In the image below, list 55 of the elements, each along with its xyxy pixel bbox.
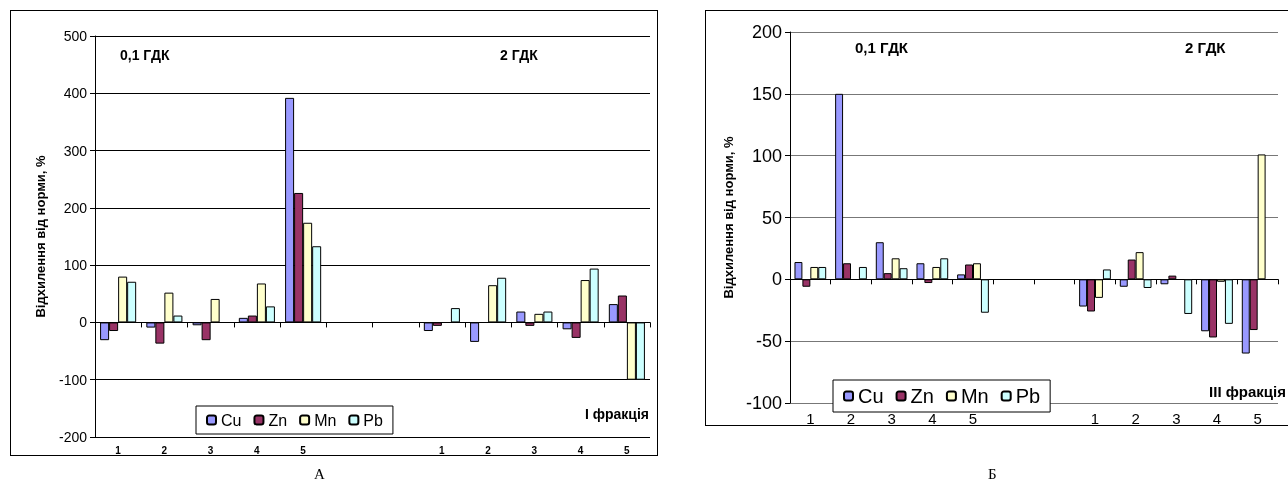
- annotation: ІІІ фракція: [1209, 383, 1286, 400]
- x-tick-label: 1: [439, 444, 446, 456]
- x-tick-label: 5: [624, 444, 631, 456]
- y-tick-label: 500: [63, 28, 88, 44]
- x-tick-label: 2: [846, 410, 856, 427]
- y-tick-label: 200: [751, 22, 782, 42]
- x-tick-label: 1: [806, 410, 815, 427]
- x-tick-label: 4: [1212, 410, 1222, 427]
- x-tick-label: 5: [300, 444, 307, 456]
- annotation: 0,1 ГДК: [855, 39, 909, 56]
- legend-label: Mn: [960, 385, 989, 407]
- legend-label: Cu: [858, 385, 884, 407]
- annotation: 2 ГДК: [1185, 39, 1227, 56]
- y-tick-label: -50: [755, 331, 782, 352]
- legend-label: Mn: [314, 411, 337, 429]
- annotation: 0,1 ГДК: [120, 47, 170, 63]
- y-tick-label: 50: [761, 207, 782, 228]
- y-tick-label: -100: [745, 393, 782, 413]
- x-tick-label: 3: [531, 444, 538, 456]
- y-tick-label: 100: [63, 257, 88, 274]
- y-axis-title: Відхилення від норми, %: [721, 136, 737, 299]
- y-tick-label: 300: [63, 142, 88, 159]
- y-tick-label: -200: [58, 429, 88, 445]
- annotation: 2 ГДК: [500, 47, 539, 63]
- legend-label: Zn: [268, 411, 288, 429]
- x-tick-label: 1: [1090, 410, 1100, 427]
- legend-label: Pb: [1015, 385, 1041, 407]
- y-tick-label: 0: [771, 269, 782, 290]
- y-tick-label: 150: [751, 83, 782, 104]
- x-tick-label: 2: [1131, 410, 1140, 427]
- x-tick-label: 1: [115, 444, 122, 456]
- x-tick-label: 5: [968, 410, 978, 427]
- x-tick-label: 3: [207, 444, 214, 456]
- x-tick-label: 2: [485, 444, 492, 456]
- legend-label: Zn: [910, 385, 934, 407]
- legend-label: Pb: [363, 411, 384, 429]
- x-tick-label: 2: [161, 444, 168, 456]
- y-tick-label: 100: [751, 145, 782, 166]
- annotation: І фракція: [585, 406, 650, 422]
- bar: [450, 308, 460, 323]
- y-tick-label: 200: [63, 199, 88, 216]
- x-tick-label: 4: [254, 444, 261, 456]
- text: Б: [988, 466, 997, 483]
- x-tick-label: 4: [577, 444, 584, 456]
- y-tick-label: 400: [63, 85, 88, 102]
- y-tick-label: -100: [58, 371, 88, 388]
- x-tick-label: 5: [1253, 410, 1262, 427]
- text: А: [314, 466, 325, 483]
- x-tick-label: 3: [1172, 410, 1181, 427]
- x-tick-label: 3: [887, 410, 896, 427]
- x-tick-label: 4: [928, 410, 937, 427]
- y-axis-title: Відхилення від норми, %: [33, 155, 48, 318]
- legend-label: Cu: [221, 411, 242, 429]
- y-tick-label: 0: [79, 314, 88, 331]
- bar: [470, 322, 480, 342]
